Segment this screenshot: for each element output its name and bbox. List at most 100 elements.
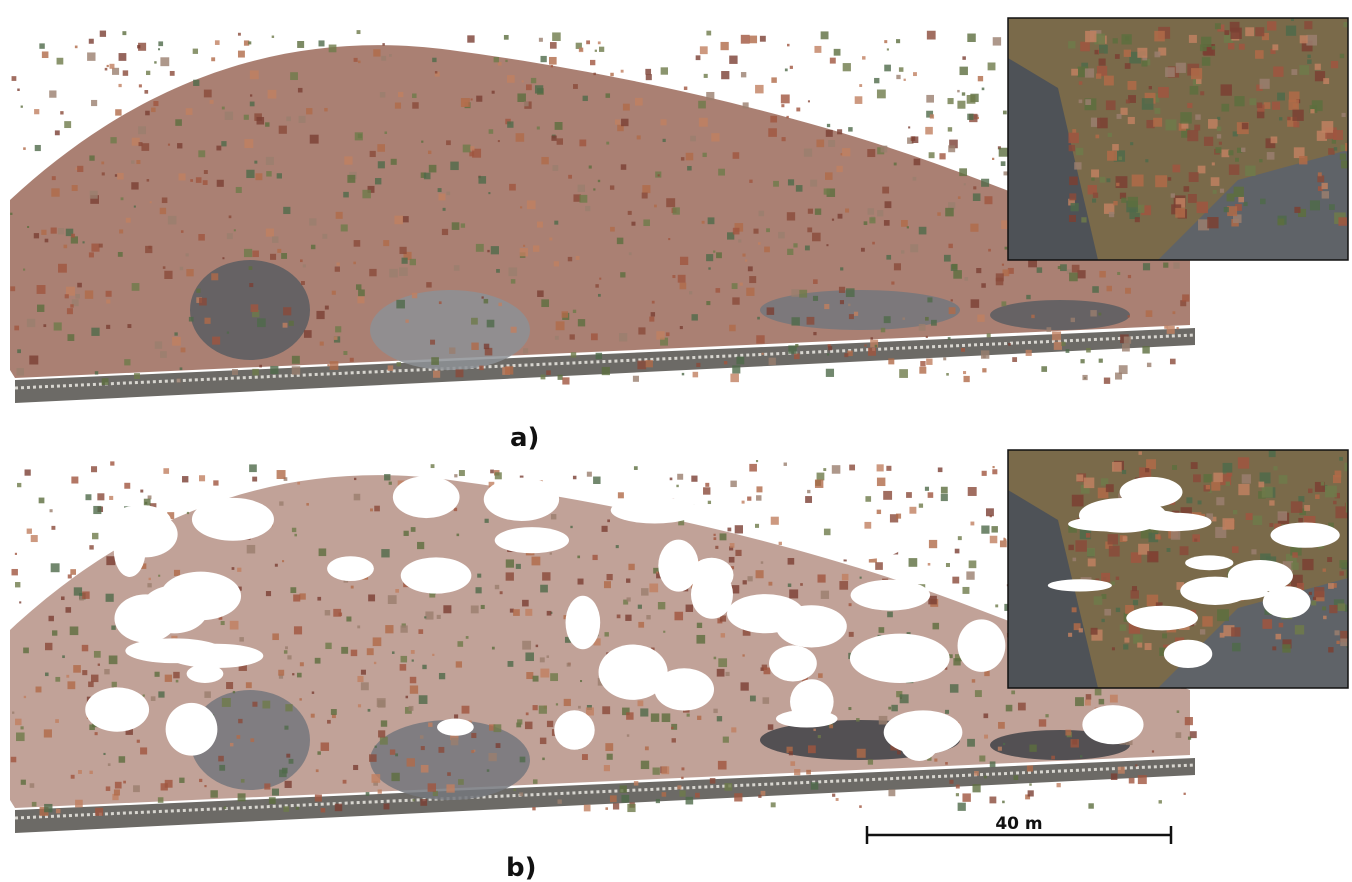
- point-speck: [877, 210, 883, 216]
- inset-speck: [1211, 177, 1220, 186]
- point-speck: [555, 122, 563, 130]
- point-speck: [795, 344, 798, 347]
- point-speck: [58, 264, 67, 273]
- inset-speck: [1091, 169, 1099, 177]
- point-speck: [702, 221, 705, 224]
- point-speck: [773, 181, 779, 187]
- point-speck: [721, 633, 725, 637]
- point-speck: [400, 664, 407, 671]
- point-speck: [805, 246, 810, 251]
- point-speck: [730, 374, 739, 383]
- point-speck: [395, 589, 399, 593]
- point-speck: [956, 793, 959, 796]
- point-speck: [929, 540, 937, 548]
- point-speck: [61, 596, 65, 600]
- point-speck: [672, 738, 676, 742]
- inset-view: [1008, 450, 1352, 688]
- point-speck: [678, 275, 686, 283]
- inset-speck: [1154, 31, 1165, 42]
- point-speck: [410, 677, 416, 683]
- inset-speck: [1255, 50, 1264, 59]
- point-speck: [861, 248, 865, 252]
- inset-speck: [1272, 646, 1276, 650]
- point-speck: [103, 753, 105, 755]
- point-speck: [225, 112, 233, 120]
- point-speck: [484, 299, 489, 304]
- inset-speck: [1323, 616, 1327, 620]
- gap: [166, 703, 218, 756]
- snow: [1185, 555, 1233, 570]
- point-speck: [970, 522, 974, 526]
- point-speck: [374, 662, 376, 664]
- inset-speck: [1212, 46, 1216, 50]
- point-speck: [964, 277, 968, 281]
- point-speck: [845, 208, 849, 212]
- point-speck: [85, 494, 91, 500]
- point-speck: [839, 581, 848, 590]
- point-speck: [619, 333, 627, 341]
- point-speck: [52, 176, 56, 180]
- point-speck: [910, 244, 918, 252]
- point-speck: [1054, 342, 1062, 350]
- point-speck: [983, 713, 988, 718]
- inset-speck: [1116, 183, 1119, 186]
- inset-speck: [1302, 559, 1313, 570]
- point-speck: [626, 578, 630, 582]
- point-speck: [127, 324, 131, 328]
- point-speck: [93, 506, 101, 514]
- point-speck: [673, 207, 680, 214]
- point-speck: [24, 696, 26, 698]
- point-speck: [443, 208, 446, 211]
- point-speck: [527, 200, 536, 209]
- point-speck: [507, 75, 515, 83]
- point-speck: [78, 770, 82, 774]
- point-speck: [989, 797, 996, 804]
- point-speck: [1060, 264, 1067, 271]
- point-speck: [446, 192, 450, 196]
- point-speck: [255, 173, 262, 180]
- point-speck: [433, 371, 440, 378]
- point-speck: [147, 583, 151, 587]
- point-speck: [539, 706, 547, 714]
- inset-speck: [1221, 149, 1229, 157]
- point-speck: [593, 477, 600, 484]
- point-speck: [871, 337, 873, 339]
- inset-speck: [1226, 482, 1230, 486]
- point-speck: [794, 354, 800, 360]
- inset-speck: [1259, 159, 1262, 162]
- point-speck: [869, 217, 875, 223]
- point-speck: [967, 114, 973, 120]
- point-speck: [285, 646, 288, 649]
- point-speck: [412, 93, 417, 98]
- point-speck: [996, 273, 1004, 281]
- point-speck: [356, 284, 361, 289]
- point-speck: [45, 673, 49, 677]
- point-speck: [927, 31, 936, 40]
- point-speck: [268, 90, 277, 99]
- point-speck: [972, 679, 975, 682]
- point-speck: [787, 212, 795, 220]
- point-speck: [366, 792, 370, 796]
- point-speck: [955, 549, 960, 554]
- point-speck: [446, 140, 451, 145]
- point-speck: [653, 767, 660, 774]
- point-speck: [580, 680, 582, 682]
- point-speck: [95, 808, 103, 816]
- point-speck: [1099, 359, 1103, 363]
- point-speck: [442, 229, 448, 235]
- point-speck: [696, 363, 700, 367]
- point-speck: [317, 751, 320, 754]
- inset-speck: [1253, 516, 1263, 526]
- inset-speck: [1085, 31, 1096, 42]
- point-speck: [645, 746, 649, 750]
- point-speck: [15, 553, 17, 555]
- point-speck: [656, 572, 658, 574]
- point-speck: [656, 799, 660, 803]
- inset-speck: [1084, 478, 1095, 489]
- point-speck: [322, 234, 327, 239]
- inset-speck: [1239, 44, 1245, 50]
- point-speck: [23, 648, 29, 654]
- point-speck: [292, 366, 300, 374]
- point-speck: [451, 738, 458, 745]
- point-speck: [1002, 801, 1005, 804]
